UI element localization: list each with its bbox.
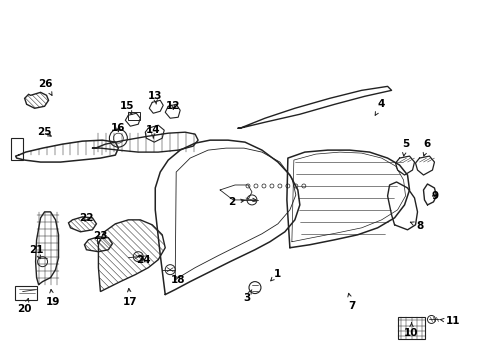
Text: 11: 11: [441, 316, 461, 327]
Text: 24: 24: [136, 255, 150, 265]
Text: 26: 26: [38, 79, 53, 95]
Text: 2: 2: [228, 197, 244, 207]
Text: 1: 1: [270, 269, 282, 281]
Text: 5: 5: [402, 139, 409, 156]
Text: 22: 22: [79, 213, 94, 223]
Circle shape: [38, 257, 48, 267]
Circle shape: [302, 184, 306, 188]
Text: 15: 15: [120, 101, 135, 114]
Circle shape: [254, 184, 258, 188]
Text: 21: 21: [29, 245, 44, 259]
Text: 17: 17: [123, 288, 138, 306]
Circle shape: [286, 184, 290, 188]
Text: 20: 20: [17, 298, 32, 315]
Text: 4: 4: [375, 99, 385, 115]
Text: 3: 3: [244, 290, 252, 302]
Text: 10: 10: [404, 323, 419, 338]
Bar: [11, 138, 23, 160]
Text: 12: 12: [166, 101, 180, 111]
Circle shape: [294, 184, 298, 188]
FancyBboxPatch shape: [15, 285, 37, 300]
Text: 16: 16: [111, 123, 125, 133]
Circle shape: [427, 315, 436, 323]
Text: 18: 18: [171, 275, 185, 285]
Circle shape: [165, 265, 175, 275]
Bar: [128, 112, 140, 120]
Circle shape: [247, 195, 257, 205]
Text: 7: 7: [348, 293, 355, 311]
Circle shape: [249, 282, 261, 293]
Text: 19: 19: [46, 289, 60, 306]
Circle shape: [270, 184, 274, 188]
Circle shape: [109, 129, 127, 147]
Bar: [397, 318, 425, 339]
Text: 8: 8: [410, 221, 423, 231]
Text: 14: 14: [146, 125, 161, 138]
Circle shape: [113, 133, 123, 143]
Text: 23: 23: [93, 231, 108, 244]
Circle shape: [133, 252, 143, 262]
Text: 6: 6: [423, 139, 431, 156]
Circle shape: [246, 184, 250, 188]
Circle shape: [262, 184, 266, 188]
Text: 9: 9: [432, 191, 439, 201]
Text: 13: 13: [148, 91, 163, 104]
Circle shape: [278, 184, 282, 188]
Text: 25: 25: [37, 127, 52, 137]
